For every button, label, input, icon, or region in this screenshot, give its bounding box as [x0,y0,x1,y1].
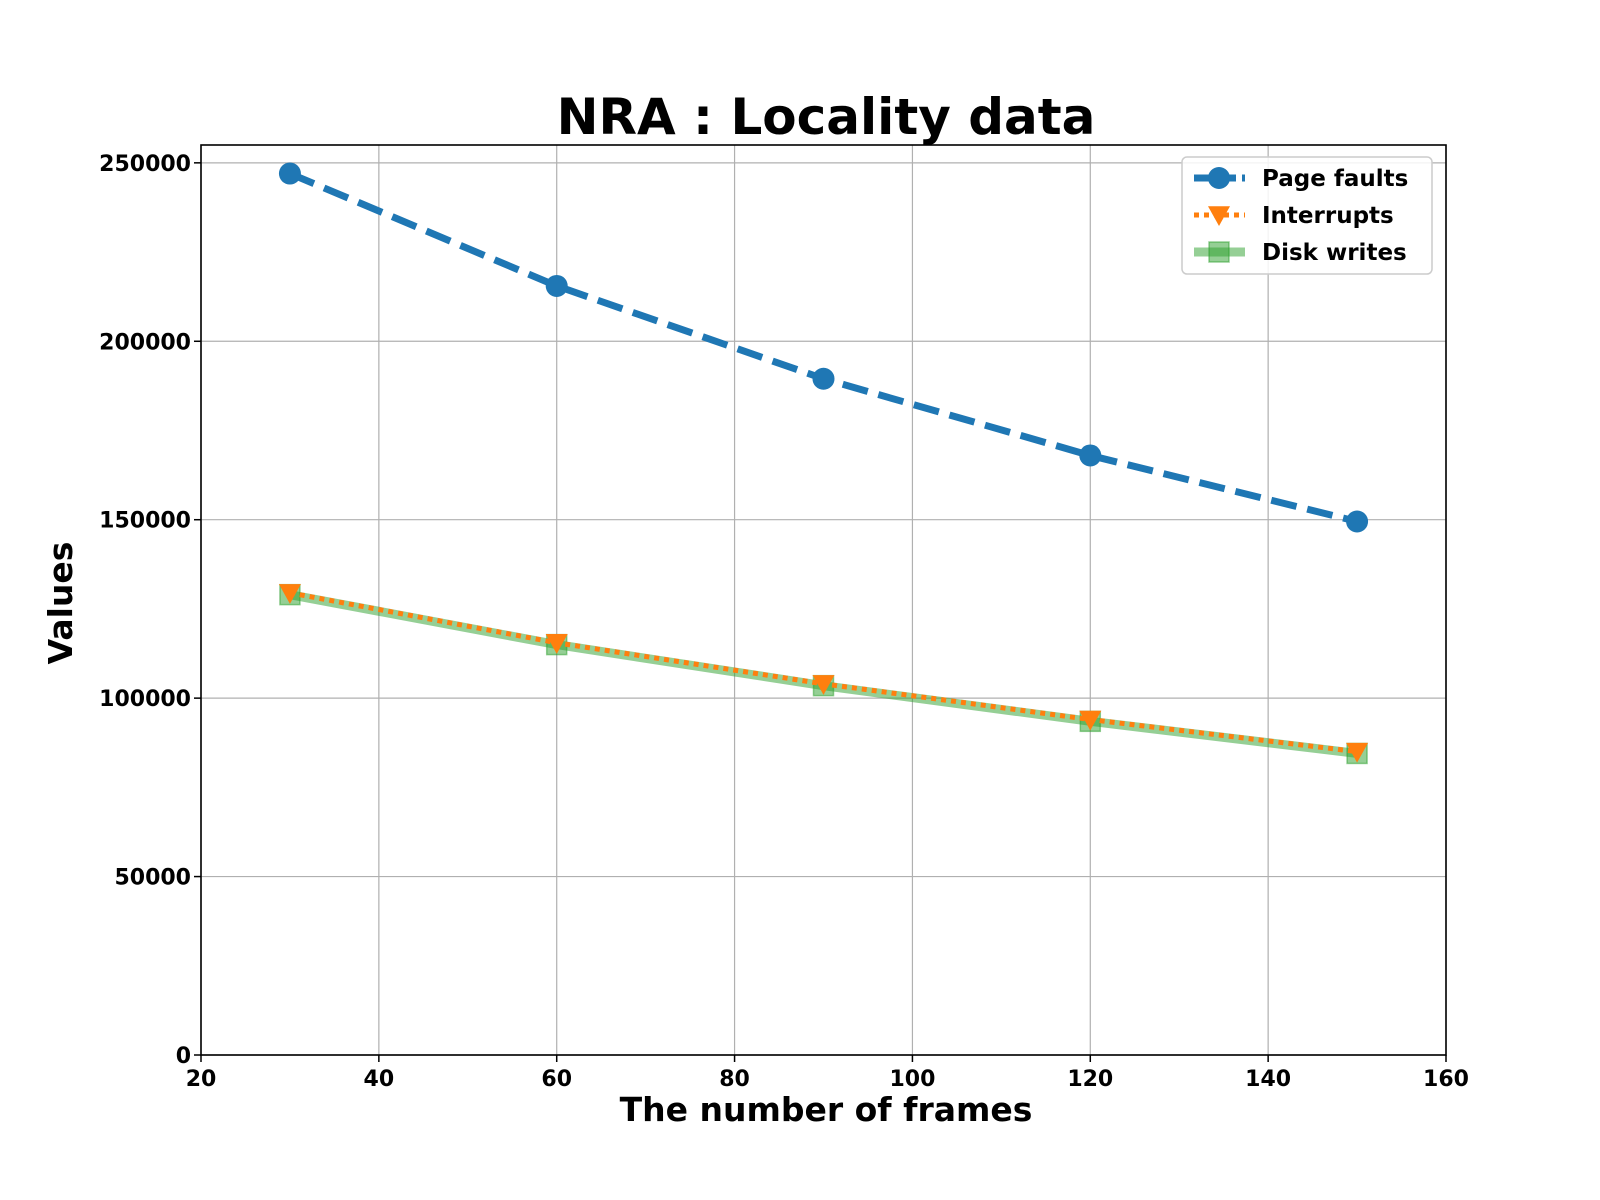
x-tick-label: 40 [364,1067,395,1092]
legend-marker [1208,167,1230,189]
y-tick-label: 250000 [99,152,191,177]
data-point [545,634,568,654]
plot-series [278,162,1369,765]
y-tick-label: 150000 [99,509,191,534]
legend-label: Page faults [1262,166,1408,192]
series-page-faults [278,162,1369,533]
x-tick-label: 160 [1423,1067,1469,1092]
y-tick-label: 100000 [99,687,191,712]
legend-entry: Disk writes [1194,240,1407,266]
data-point [1079,710,1102,731]
data-point [545,274,568,297]
legend-entry: Interrupts [1194,203,1394,229]
y-tick-label: 50000 [114,866,191,891]
y-tick-label: 0 [176,1044,191,1069]
legend-label: Disk writes [1262,240,1407,266]
x-axis-label: The number of frames [620,1090,1033,1129]
x-tick-label: 100 [889,1067,935,1092]
legend-marker [1208,206,1230,226]
legend-label: Interrupts [1262,203,1394,229]
data-point [278,584,301,604]
chart-title: NRA : Locality data [557,88,1096,146]
y-axis-label: Values [41,542,80,665]
legend: Page faults Interrupts Disk writes [1181,156,1433,275]
x-tick-label: 140 [1245,1067,1291,1092]
plot-area-frame [200,144,1447,1056]
x-tick-label: 20 [186,1067,217,1092]
series-interrupts [278,584,1369,763]
legend-marker [1208,241,1230,263]
data-point [1079,444,1102,467]
x-tick-label: 60 [541,1067,572,1092]
data-point [812,367,835,390]
data-point [1346,510,1369,533]
legend-entry: Page faults [1194,166,1408,192]
axis-ticks: 20 40 60 80 100 120 140 160 0 50000 100000 150000 20… [99,152,1469,1092]
x-tick-label: 120 [1067,1067,1113,1092]
data-point [1346,742,1369,763]
y-tick-label: 200000 [99,330,191,355]
data-point [812,675,835,695]
data-point [278,162,301,185]
legend-box [1181,156,1433,275]
x-tick-label: 80 [719,1067,750,1092]
